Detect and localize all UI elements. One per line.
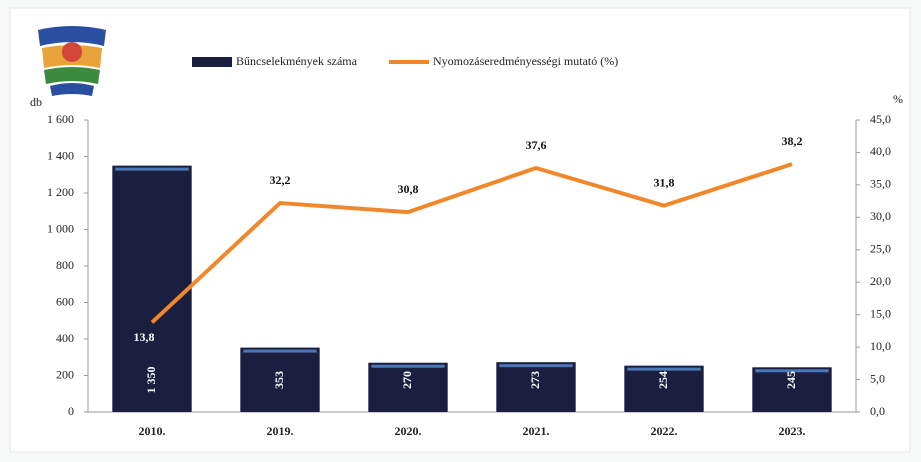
x-tick-label: 2020. [395,424,422,438]
bar-value-label: 273 [528,371,542,389]
legend-swatch [192,57,232,67]
y2-tick-label: 40,0 [870,144,891,158]
line-value-label: 32,2 [270,173,291,187]
y-tick-label: 400 [56,331,74,345]
bar [496,362,576,412]
y2-tick-label: 30,0 [870,209,891,223]
y2-tick-label: 20,0 [870,274,891,288]
bar-value-label: 270 [400,371,414,389]
y2-tick-label: 25,0 [870,242,891,256]
bar-value-label: 1 350 [144,367,158,394]
x-tick-label: 2019. [267,424,294,438]
line-value-label: 31,8 [654,175,675,189]
line-value-label: 38,2 [782,134,803,148]
y-tick-label: 1 000 [47,221,74,235]
y2-tick-label: 45,0 [870,112,891,126]
line [150,162,793,324]
y-tick-label: 600 [56,294,74,308]
y-tick-label: 800 [56,258,74,272]
y-tick-label: 200 [56,367,74,381]
y2-tick-label: 35,0 [870,177,891,191]
bar [240,347,320,412]
y2-tick-label: 15,0 [870,306,891,320]
legend-label: Bűncselekmények száma [236,54,358,68]
y-tick-label: 0 [68,404,74,418]
bar-value-label: 245 [784,371,798,389]
bar-highlight [115,167,189,171]
y-tick-label: 1 600 [47,112,74,126]
x-tick-label: 2021. [523,424,550,438]
x-tick-label: 2023. [779,424,806,438]
bar-highlight [243,349,317,353]
x-tick-label: 2010. [139,424,166,438]
bar-highlight [755,369,829,373]
line-value-label: 37,6 [526,138,547,152]
bar-value-label: 353 [272,371,286,389]
y-tick-label: 1 400 [47,148,74,162]
bar [368,362,448,412]
y-tick-label: 1 200 [47,185,74,199]
bar-highlight [371,364,445,368]
bar [112,165,192,412]
bar-highlight [499,364,573,368]
bar [624,365,704,412]
bar-value-label: 254 [656,371,670,389]
y2-tick-label: 0,0 [870,404,885,418]
line-value-label: 30,8 [398,182,419,196]
bar [752,367,832,412]
legend-label: Nyomozáseredményességi mutató (%) [433,54,618,68]
bar-highlight [627,367,701,371]
x-tick-label: 2022. [651,424,678,438]
line-value-label: 13,8 [134,330,155,344]
y2-tick-label: 5,0 [870,371,885,385]
y2-axis-label: % [893,92,903,106]
y2-tick-label: 10,0 [870,339,891,353]
logo [38,26,106,96]
y-axis-label: db [30,95,42,109]
